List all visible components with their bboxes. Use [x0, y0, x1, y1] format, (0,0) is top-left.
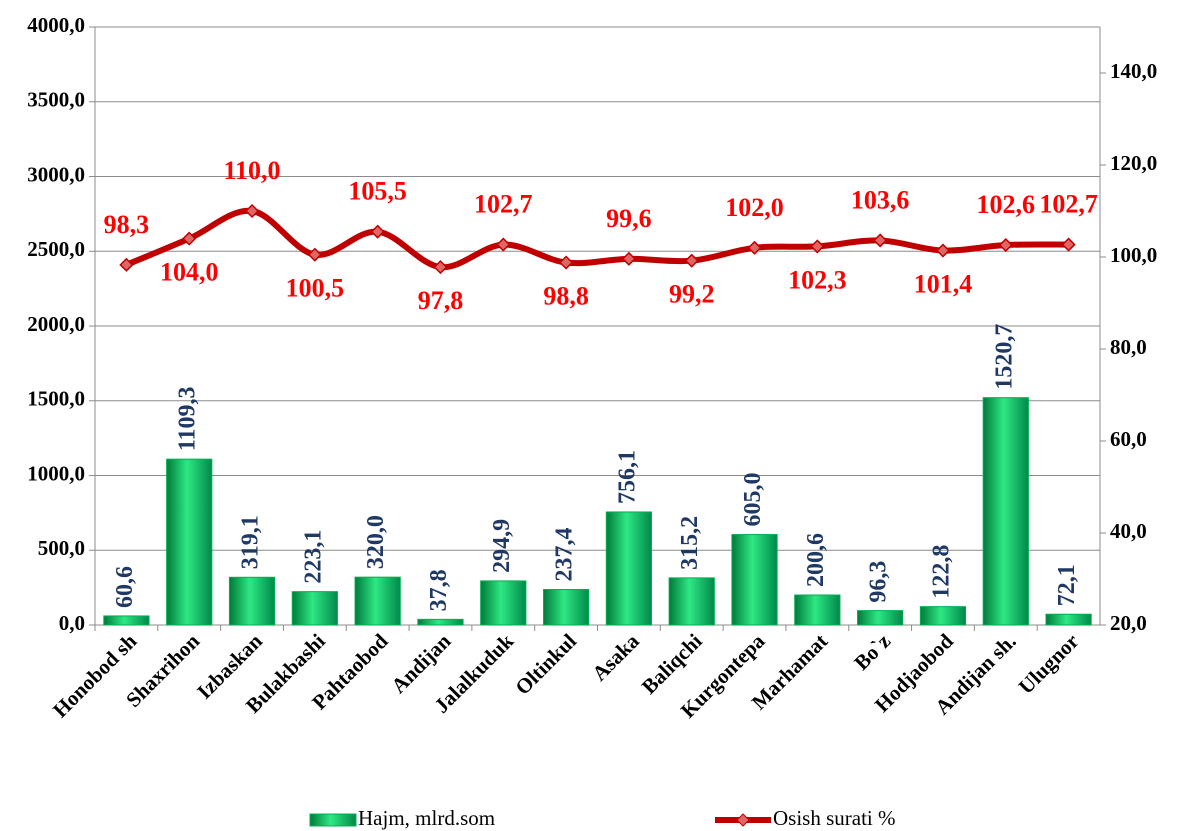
legend-swatch: [309, 813, 357, 827]
y-tick-label: 1500,0: [27, 387, 85, 411]
line-marker: [559, 255, 574, 270]
legend-marker: [736, 813, 750, 827]
x-tick-label: Oltinkul: [510, 629, 581, 700]
y-tick-label: 4000,0: [27, 13, 85, 37]
bar-value-label: 37,8: [426, 569, 452, 611]
bar-value-label: 315,2: [677, 516, 703, 570]
line-value-label: 99,6: [606, 204, 652, 233]
bar-value-label: 294,9: [489, 519, 515, 573]
line-value-label: 98,3: [104, 210, 150, 239]
y2-tick-label: 80,0: [1110, 335, 1147, 359]
bar-value-label: 60,6: [112, 566, 138, 608]
y-tick-label: 2500,0: [27, 237, 85, 261]
y-tick-label: 1000,0: [27, 461, 85, 485]
bar-value-label: 223,1: [300, 530, 326, 584]
y-tick-label: 0,0: [59, 611, 85, 635]
bar-value-label: 122,8: [928, 545, 954, 599]
line-value-label: 102,6: [977, 190, 1036, 219]
line-marker: [873, 233, 888, 248]
bar-value-label: 200,6: [803, 533, 829, 587]
bar: [731, 534, 778, 626]
bar: [982, 397, 1029, 626]
bar: [668, 577, 715, 626]
line-value-label: 99,2: [669, 280, 715, 309]
line-value-label: 98,8: [543, 281, 589, 310]
line-value-label: 102,0: [725, 193, 784, 222]
line: [125, 207, 1069, 271]
line-value-label: 102,3: [788, 265, 847, 294]
bar: [103, 615, 150, 626]
bar: [417, 618, 464, 626]
bar-value-label: 96,3: [866, 561, 892, 603]
bar-value-label: 756,1: [614, 450, 640, 504]
line-marker: [119, 257, 134, 272]
line-marker: [998, 237, 1013, 253]
line-marker: [182, 231, 197, 246]
bar-value-label: 605,0: [740, 473, 766, 527]
y2-tick-label: 120,0: [1110, 151, 1157, 175]
line-marker: [1061, 237, 1076, 252]
legend-label: Osish surati %: [773, 806, 896, 830]
x-tick-label: Bo`z: [849, 629, 895, 675]
y2-tick-label: 60,0: [1110, 427, 1147, 451]
bar: [354, 576, 401, 626]
bar: [605, 511, 653, 626]
line-marker: [810, 239, 825, 254]
line-marker: [496, 237, 511, 252]
line-value-label: 104,0: [160, 258, 219, 287]
bar-value-label: 72,1: [1054, 564, 1080, 606]
line-value-label: 105,5: [348, 177, 407, 206]
line-value-label: 101,4: [914, 270, 973, 299]
bar-value-label: 320,0: [363, 515, 389, 569]
bar-value-label: 1109,3: [175, 386, 201, 451]
y-tick-label: 500,0: [38, 536, 85, 560]
y2-tick-label: 100,0: [1110, 243, 1157, 267]
bar: [542, 589, 590, 626]
line-value-label: 102,7: [474, 190, 533, 219]
x-tick-label: Honobod sh: [48, 629, 142, 723]
bar: [919, 606, 967, 626]
bar: [166, 458, 213, 626]
y-tick-label: 3000,0: [27, 162, 85, 186]
line-value-label: 102,7: [1039, 190, 1098, 219]
line-value-label: 100,5: [286, 274, 345, 303]
bar: [480, 580, 527, 626]
line-marker: [433, 260, 448, 275]
line-value-label: 103,6: [851, 185, 910, 214]
bar-value-label: 319,1: [238, 515, 264, 569]
y-tick-label: 2000,0: [27, 312, 85, 336]
bar: [857, 610, 904, 626]
line-marker: [747, 240, 762, 255]
line-marker: [307, 247, 322, 262]
bar: [1045, 613, 1092, 626]
line-marker: [621, 251, 636, 266]
line-value-label: 110,0: [223, 156, 280, 185]
line-marker: [244, 203, 260, 219]
line-marker: [370, 224, 385, 239]
y2-tick-label: 40,0: [1110, 519, 1147, 543]
bar: [794, 594, 841, 626]
bar: [228, 576, 276, 626]
y2-tick-label: 140,0: [1110, 59, 1157, 83]
x-tick-label: Ulugnor: [1014, 629, 1084, 699]
y2-tick-label: 20,0: [1110, 611, 1147, 635]
legend-label: Hajm, mlrd.som: [358, 806, 495, 830]
bar-value-label: 1520,7: [991, 324, 1017, 390]
bar: [291, 591, 338, 626]
x-tick-label: Asaka: [587, 629, 644, 686]
bar-value-label: 237,4: [552, 528, 578, 582]
line-marker: [935, 243, 951, 258]
line-value-label: 97,8: [418, 286, 464, 315]
line-marker: [684, 253, 699, 268]
y-tick-label: 3500,0: [27, 88, 85, 112]
